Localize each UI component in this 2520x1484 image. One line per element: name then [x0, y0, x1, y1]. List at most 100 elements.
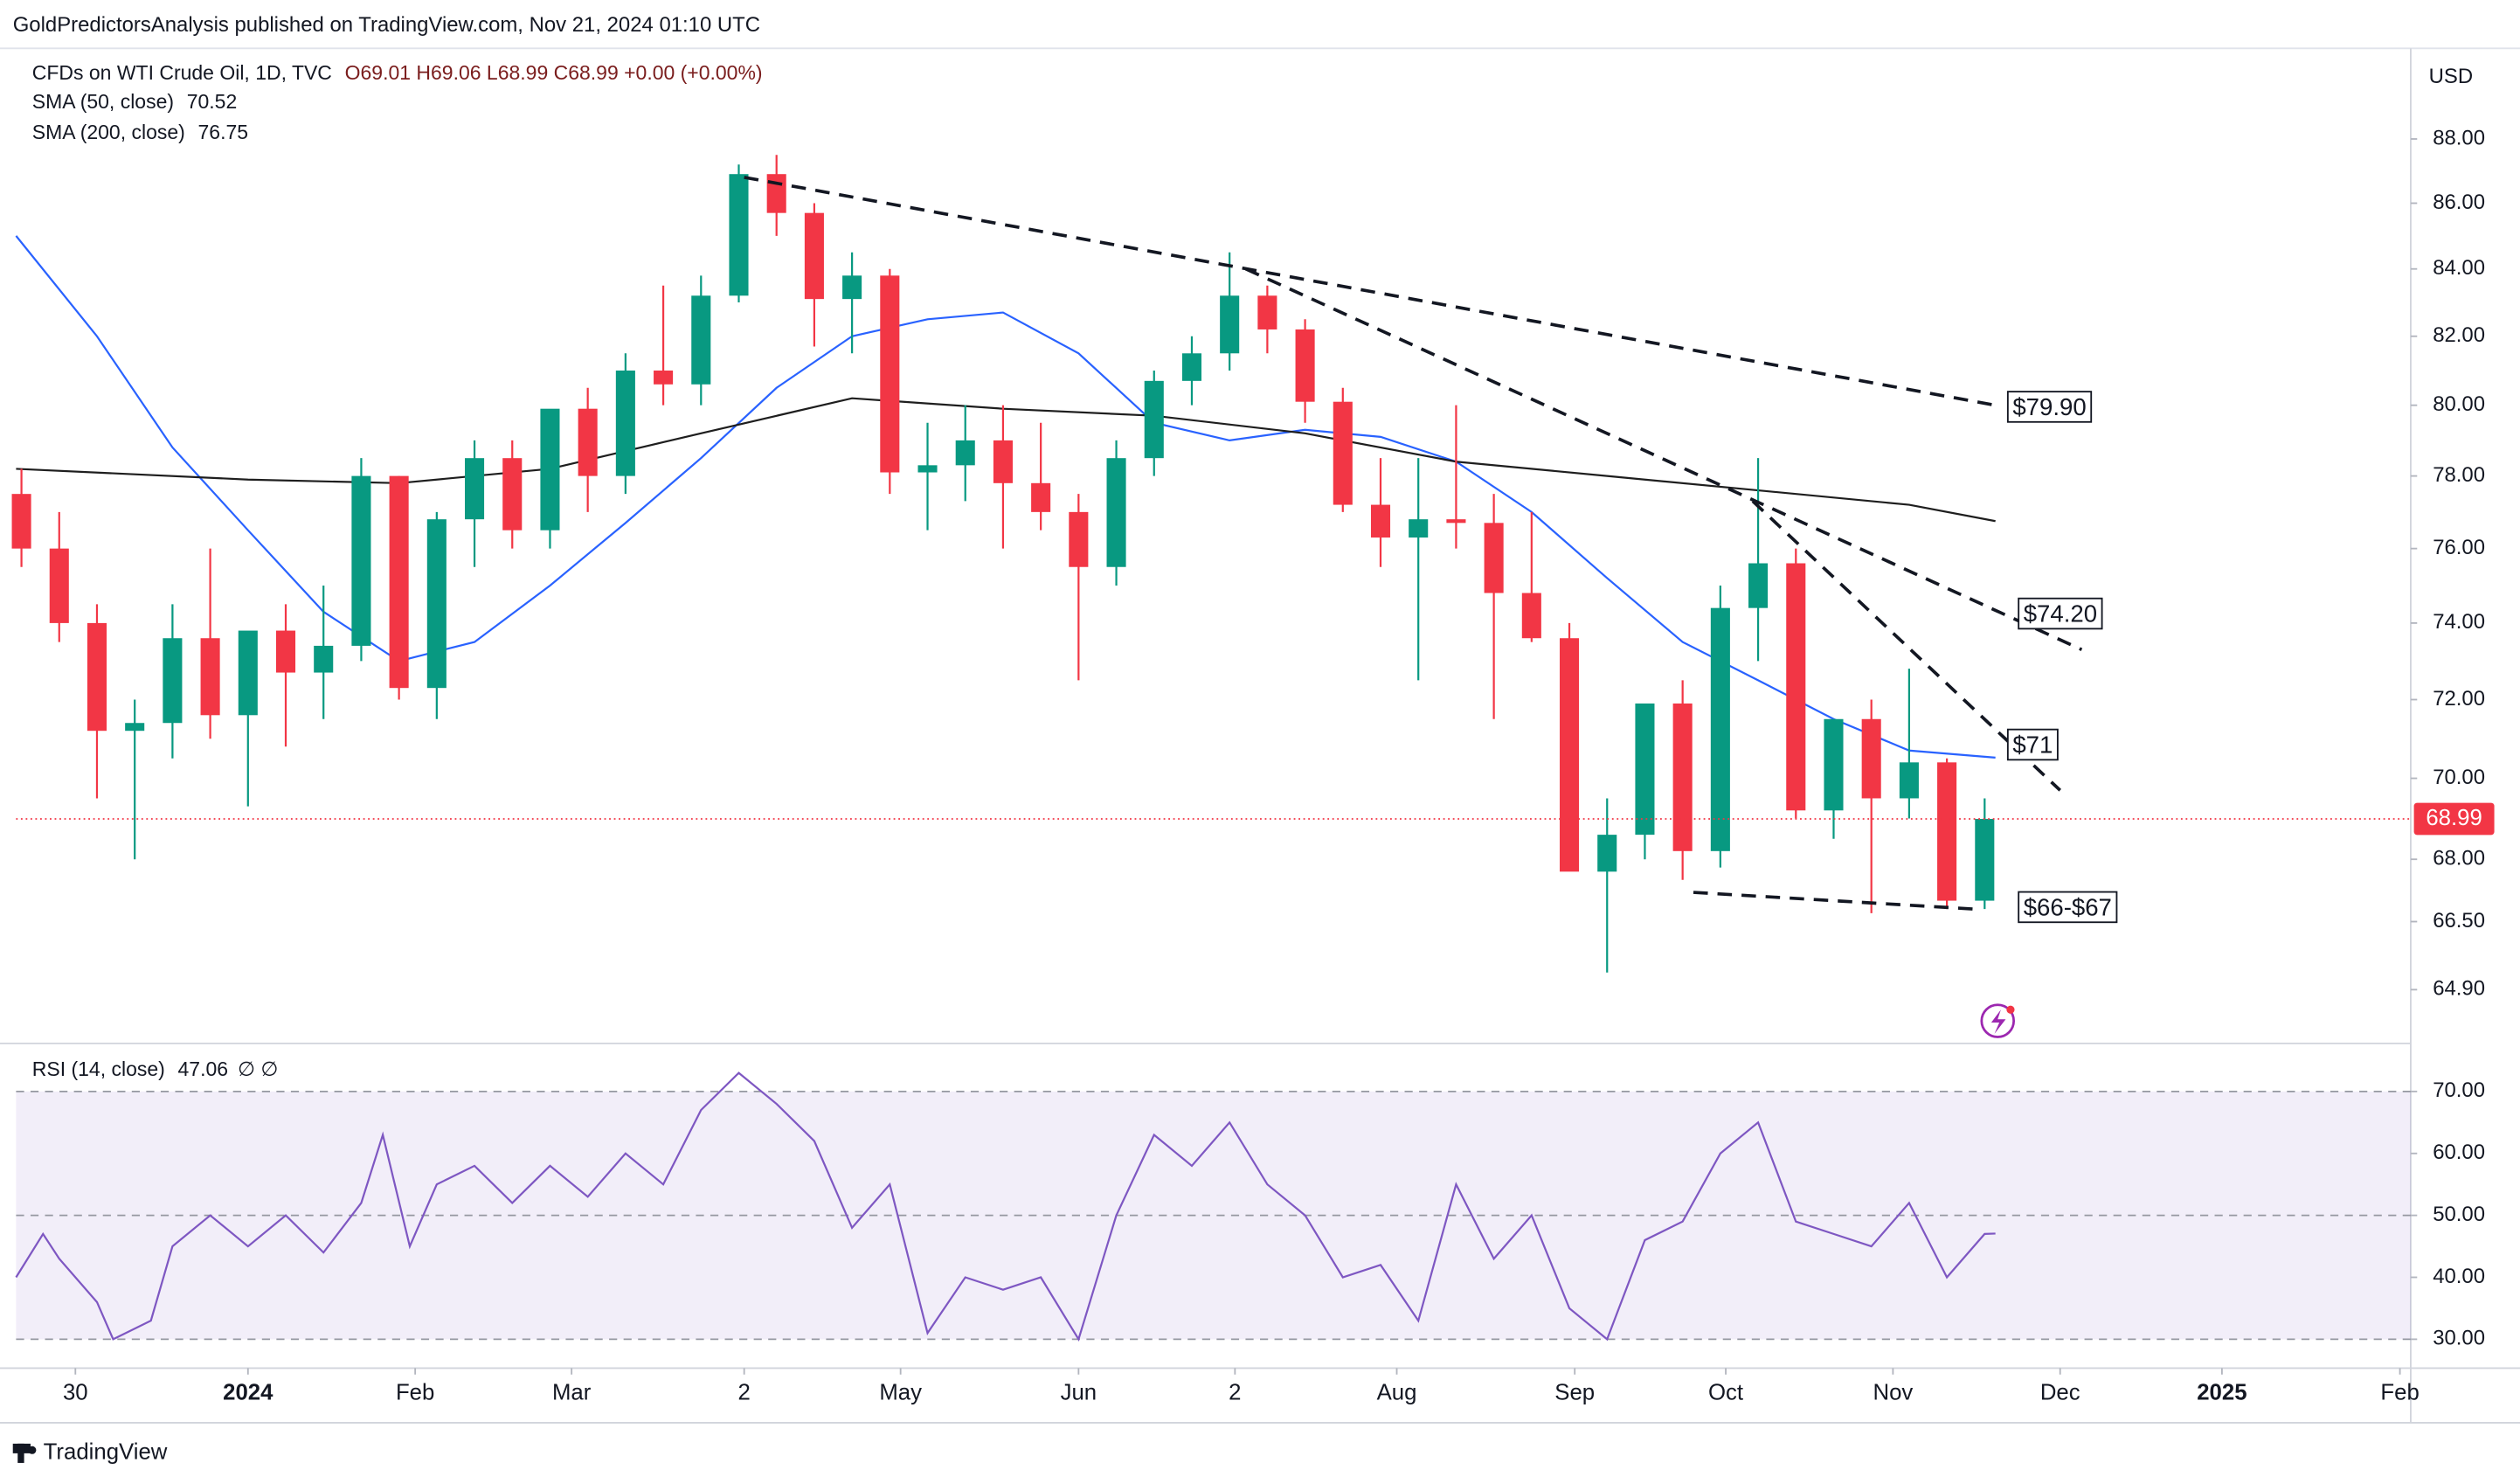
- y-tick-label: 68.00: [2433, 847, 2485, 870]
- candle-body: [465, 458, 485, 520]
- candle-body: [1370, 504, 1391, 538]
- trendline-label: $74.20: [2024, 600, 2097, 628]
- x-tick-label: 2024: [223, 1381, 273, 1405]
- y-tick-label: 60.00: [2433, 1141, 2485, 1164]
- y-tick-label: 40.00: [2433, 1265, 2485, 1288]
- candle-body: [1635, 703, 1655, 836]
- brand-logo: [12, 1443, 37, 1463]
- x-tick-label: 2: [737, 1381, 750, 1405]
- candle-body: [1446, 519, 1466, 524]
- x-tick-label: Jun: [1061, 1381, 1097, 1405]
- candle-body: [1786, 563, 1806, 811]
- trendline: [744, 176, 1996, 407]
- legend-value: 70.52: [187, 90, 238, 113]
- y-tick-label: 86.00: [2433, 191, 2485, 214]
- candle-body: [1031, 482, 1051, 512]
- candle-body: [917, 465, 938, 473]
- candle-body: [540, 408, 560, 530]
- x-tick-label: May: [879, 1381, 922, 1405]
- y-tick-label: 66.50: [2433, 909, 2485, 933]
- x-tick-label: Feb: [396, 1381, 434, 1405]
- trendline-label-box: [2018, 891, 2118, 924]
- y-tick-label: 64.90: [2433, 977, 2485, 1001]
- candle-body: [804, 212, 824, 300]
- candle-body: [125, 723, 145, 732]
- candle-body: [691, 295, 711, 385]
- sma-line: [15, 235, 1996, 759]
- y-tick-label: 50.00: [2433, 1203, 2485, 1226]
- last-price-label: 68.99: [2426, 806, 2482, 830]
- y-tick-label: 70.00: [2433, 766, 2485, 789]
- candle-body: [238, 630, 258, 716]
- legend-name: SMA (200, close): [32, 121, 185, 143]
- candle-body: [11, 494, 31, 549]
- candle-body: [1069, 511, 1089, 567]
- trendline-label-box: [2006, 728, 2059, 761]
- trendline-label: $71: [2012, 731, 2053, 758]
- trendline-label-box: [2018, 597, 2103, 630]
- currency: USD: [2429, 65, 2473, 88]
- icon: [1980, 1003, 2016, 1038]
- y-tick-label: 70.00: [2433, 1078, 2485, 1102]
- ohlc-legend: O69.01 H69.06 L68.99 C68.99 +0.00 (+0.00…: [345, 61, 763, 84]
- y-tick-label: 82.00: [2433, 323, 2485, 347]
- candle-body: [1144, 380, 1164, 459]
- legend: CFDs on WTI Crude Oil, 1D, TVC O69.01 H69…: [32, 61, 763, 1080]
- candle-body: [578, 408, 598, 476]
- candle-body: [1899, 762, 1919, 799]
- candle-body: [389, 475, 409, 689]
- rsi-line: [15, 1071, 1996, 1342]
- candle-body: [1295, 329, 1315, 402]
- candle-body: [351, 475, 371, 646]
- y-tick-label: 84.00: [2433, 256, 2485, 280]
- legend-name: SMA (50, close): [32, 90, 174, 113]
- x-tick-label: Sep: [1554, 1381, 1595, 1405]
- candle-body: [502, 458, 523, 530]
- candle-body: [654, 370, 674, 385]
- candle-body: [1220, 295, 1240, 354]
- legend-value: 76.75: [198, 121, 249, 143]
- candle-body: [87, 622, 107, 732]
- candle-body: [880, 275, 900, 473]
- y-tick-label: 76.00: [2433, 536, 2485, 559]
- candle-body: [49, 548, 69, 623]
- candle-body: [1106, 458, 1126, 567]
- symbol-title: CFDs on WTI Crude Oil, 1D, TVC: [32, 61, 332, 84]
- x-tick-label: Oct: [1708, 1381, 1743, 1405]
- candle-body: [1181, 353, 1202, 381]
- trendline-label-box: [2006, 391, 2093, 423]
- x-tick-label: Nov: [1873, 1381, 1913, 1405]
- y-tick-label: 72.00: [2433, 687, 2485, 711]
- candle-body: [1975, 819, 1995, 901]
- trendline: [1244, 267, 2083, 651]
- candle-body: [1484, 523, 1504, 593]
- candle-body: [766, 174, 786, 213]
- trendline-label: $66-$67: [2024, 893, 2112, 920]
- publisher: GoldPredictorsAnalysis published on Trad…: [13, 13, 760, 37]
- x-tick-label: Aug: [1377, 1381, 1417, 1405]
- candle-body: [200, 638, 220, 716]
- candle-body: [1409, 519, 1429, 538]
- last-price-box: [2413, 802, 2495, 836]
- x-tick-label: Dec: [2040, 1381, 2080, 1405]
- candle-body: [1257, 295, 1277, 329]
- candle-body: [1710, 607, 1730, 851]
- candle-body: [1521, 593, 1541, 639]
- candle-body: [314, 645, 334, 673]
- candle-body: [955, 440, 975, 466]
- candle-body: [1937, 762, 1957, 901]
- sma-line: [16, 397, 1996, 523]
- candle-body: [275, 630, 296, 673]
- candle-body: [1748, 563, 1769, 608]
- candle-body: [615, 370, 635, 476]
- candle-body: [426, 519, 447, 689]
- x-tick-label: 2: [1229, 1381, 1241, 1405]
- x-tick-label: Mar: [552, 1381, 592, 1405]
- x-tick-label: 30: [63, 1381, 88, 1405]
- x-tick-label: Feb: [2380, 1381, 2419, 1405]
- candle-body: [1672, 703, 1693, 851]
- y-tick-label: 74.00: [2433, 610, 2485, 634]
- y-tick-label: 78.00: [2433, 463, 2485, 487]
